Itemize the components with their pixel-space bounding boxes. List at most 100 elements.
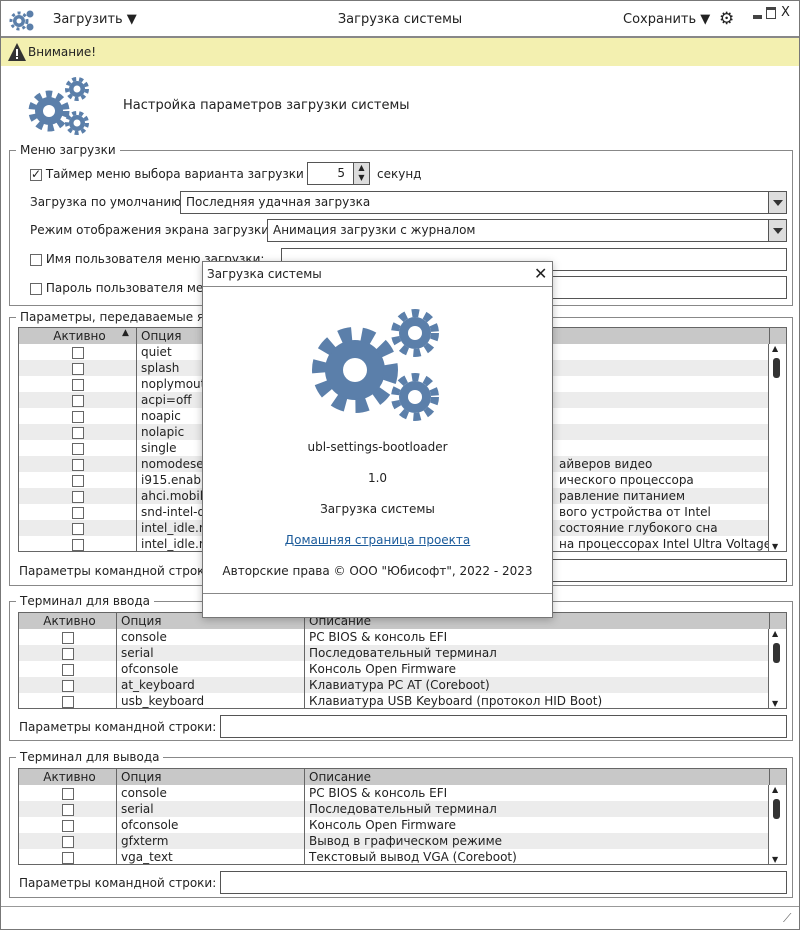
- active-cell: [19, 360, 137, 376]
- table-row[interactable]: serial Последовательный терминал: [19, 645, 770, 661]
- default-boot-label: Загрузка по умолчанию:: [30, 195, 186, 209]
- description-cell: Клавиатура PC AT (Coreboot): [309, 678, 490, 692]
- active-checkbox[interactable]: [61, 851, 74, 864]
- column-option-header[interactable]: Опция: [137, 328, 219, 344]
- active-checkbox[interactable]: [71, 346, 84, 359]
- description-cell: Консоль Open Firmware: [309, 818, 457, 832]
- spinner-arrows-icon[interactable]: ▲ ▼: [353, 163, 369, 184]
- load-menu[interactable]: Загрузить ▼: [53, 12, 137, 27]
- table-row[interactable]: i915.enable ического процессора: [19, 472, 770, 488]
- option-cell: serial: [117, 801, 305, 817]
- scroll-thumb[interactable]: [773, 358, 780, 378]
- vertical-scrollbar[interactable]: ▲ ▼: [768, 785, 786, 864]
- input-cmdline-input[interactable]: [220, 715, 787, 738]
- description-cell: PC BIOS & консоль EFI: [309, 786, 448, 800]
- table-row[interactable]: vga_text Текстовый вывод VGA (Coreboot): [19, 849, 770, 864]
- save-menu[interactable]: Сохранить ▼: [623, 12, 711, 27]
- scroll-down-icon[interactable]: ▼: [772, 699, 779, 708]
- settings-gear-icon[interactable]: ⚙: [719, 9, 735, 29]
- active-checkbox[interactable]: [71, 442, 84, 455]
- active-checkbox[interactable]: [61, 663, 74, 676]
- column-active-header[interactable]: Активно: [19, 328, 137, 344]
- active-checkbox[interactable]: [61, 835, 74, 848]
- column-description-header[interactable]: Описание: [305, 769, 770, 785]
- maximize-button[interactable]: [766, 7, 776, 19]
- active-checkbox[interactable]: [71, 474, 84, 487]
- sort-ascending-icon[interactable]: ▲: [122, 328, 129, 338]
- column-active-header[interactable]: Активно: [19, 613, 117, 629]
- resize-grip-icon[interactable]: ⟋: [783, 911, 792, 925]
- close-button[interactable]: X: [781, 5, 790, 20]
- table-row[interactable]: intel_idle.m на процессорах Intel Ultra V…: [19, 536, 770, 551]
- option-cell: console: [117, 785, 305, 801]
- output-cmdline-input[interactable]: [220, 871, 787, 894]
- window-title: Загрузка системы: [337, 12, 463, 27]
- active-checkbox[interactable]: [61, 787, 74, 800]
- active-checkbox[interactable]: [61, 631, 74, 644]
- description-cell: Вывод в графическом режиме: [309, 834, 503, 848]
- active-checkbox[interactable]: [71, 394, 84, 407]
- default-boot-combo[interactable]: Последняя удачная загрузка: [180, 191, 787, 214]
- table-row[interactable]: gfxterm Вывод в графическом режиме: [19, 833, 770, 849]
- active-checkbox[interactable]: [71, 490, 84, 503]
- display-mode-combo[interactable]: Анимация загрузки с журналом: [267, 219, 787, 242]
- vertical-scrollbar[interactable]: ▲ ▼: [768, 629, 786, 708]
- header-title: Настройка параметров загрузки системы: [123, 98, 410, 113]
- scroll-up-icon[interactable]: ▲: [772, 629, 779, 638]
- active-checkbox[interactable]: [61, 679, 74, 692]
- timer-checkbox[interactable]: ✓ Таймер меню выбора варианта загрузки: [30, 166, 304, 181]
- description-cell: PC BIOS & консоль EFI: [309, 630, 448, 644]
- table-row[interactable]: ofconsole Консоль Open Firmware: [19, 817, 770, 833]
- active-checkbox[interactable]: [61, 803, 74, 816]
- input-cmdline-label: Параметры командной строки:: [19, 720, 217, 734]
- chevron-down-icon[interactable]: [768, 192, 786, 213]
- active-checkbox[interactable]: [71, 378, 84, 391]
- kernel-params-table: АктивноОпцияОписание▲quietsplashnoplymou…: [18, 327, 787, 552]
- table-row[interactable]: ofconsole Консоль Open Firmware: [19, 661, 770, 677]
- active-cell: [19, 520, 137, 536]
- status-divider: [1, 906, 799, 907]
- minimize-button[interactable]: [753, 15, 762, 19]
- option-cell: at_keyboard: [117, 677, 305, 693]
- active-checkbox[interactable]: [71, 522, 84, 535]
- scroll-up-icon[interactable]: ▲: [772, 344, 779, 353]
- scroll-down-icon[interactable]: ▼: [772, 542, 779, 551]
- input-terminal-table: Активно Опция Описание console PC BIOS & кон…: [18, 612, 787, 709]
- vertical-scrollbar[interactable]: ▲ ▼: [768, 344, 786, 551]
- scroll-thumb[interactable]: [773, 643, 780, 663]
- scroll-down-icon[interactable]: ▼: [772, 855, 779, 864]
- table-row[interactable]: at_keyboard Клавиатура PC AT (Coreboot): [19, 677, 770, 693]
- scroll-up-icon[interactable]: ▲: [772, 785, 779, 794]
- table-row[interactable]: console PC BIOS & консоль EFI: [19, 629, 770, 645]
- table-row[interactable]: single: [19, 440, 770, 456]
- table-row[interactable]: serial Последовательный терминал: [19, 801, 770, 817]
- active-checkbox[interactable]: [61, 647, 74, 660]
- output-terminal-group: Терминал для вывода: [9, 750, 793, 898]
- description-cell: состояние глубокого сна: [559, 521, 718, 535]
- table-row[interactable]: snd-intel-d вого устройства от Intel: [19, 504, 770, 520]
- timer-unit: секунд: [377, 167, 422, 181]
- table-row[interactable]: console PC BIOS & консоль EFI: [19, 785, 770, 801]
- table-row[interactable]: usb_keyboard Клавиатура USB Keyboard (про…: [19, 693, 770, 708]
- table-row[interactable]: noplymouth: [19, 376, 770, 392]
- timer-spinner[interactable]: 5 ▲ ▼: [307, 162, 370, 185]
- kernel-params-legend: Параметры, передаваемые ядру: [20, 310, 228, 324]
- column-active-header[interactable]: Активно: [19, 769, 117, 785]
- scroll-thumb[interactable]: [773, 799, 780, 819]
- table-row[interactable]: quiet: [19, 344, 770, 360]
- active-checkbox[interactable]: [71, 458, 84, 471]
- active-checkbox[interactable]: [71, 426, 84, 439]
- output-cmdline-label: Параметры командной строки:: [19, 876, 217, 890]
- active-checkbox[interactable]: [71, 410, 84, 423]
- active-checkbox[interactable]: [71, 538, 84, 551]
- active-checkbox[interactable]: [71, 506, 84, 519]
- active-checkbox[interactable]: [71, 362, 84, 375]
- close-icon[interactable]: ✕: [534, 264, 548, 283]
- column-option-header[interactable]: Опция: [117, 769, 305, 785]
- homepage-link[interactable]: Домашняя страница проекта: [284, 533, 471, 547]
- active-checkbox[interactable]: [61, 695, 74, 708]
- active-cell: [19, 504, 137, 520]
- active-checkbox[interactable]: [61, 819, 74, 832]
- kernel-cmdline-label: Параметры командной строки:: [19, 564, 217, 578]
- chevron-down-icon[interactable]: [768, 220, 786, 241]
